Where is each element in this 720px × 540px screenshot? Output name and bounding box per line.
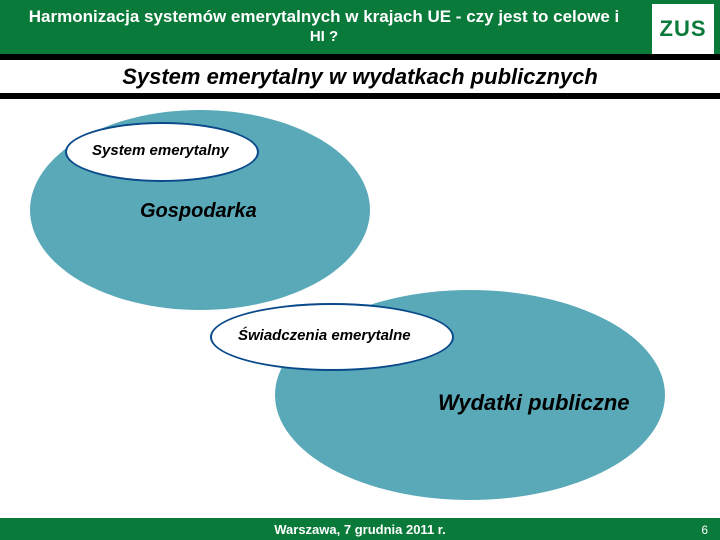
footer-bar: Warszawa, 7 grudnia 2011 r. 6 xyxy=(0,518,720,540)
label-swiadczenia-emerytalne: Świadczenia emerytalne xyxy=(238,327,411,344)
header-bar: Harmonizacja systemów emerytalnych w kra… xyxy=(0,0,720,54)
divider-top xyxy=(0,54,720,60)
label-gospodarka: Gospodarka xyxy=(140,200,257,223)
label-wydatki-publiczne: Wydatki publiczne xyxy=(438,390,630,416)
footer-text: Warszawa, 7 grudnia 2011 r. xyxy=(274,522,446,537)
header-subtail: HI ? xyxy=(0,28,648,45)
header-title: Harmonizacja systemów emerytalnych w kra… xyxy=(0,6,648,27)
page-number: 6 xyxy=(701,523,708,537)
slide-subtitle: System emerytalny w wydatkach publicznyc… xyxy=(0,64,720,90)
divider-mid xyxy=(0,93,720,99)
label-system-emerytalny: System emerytalny xyxy=(92,142,229,159)
logo-text: ZUS xyxy=(660,16,707,42)
logo-box: ZUS xyxy=(650,2,716,56)
